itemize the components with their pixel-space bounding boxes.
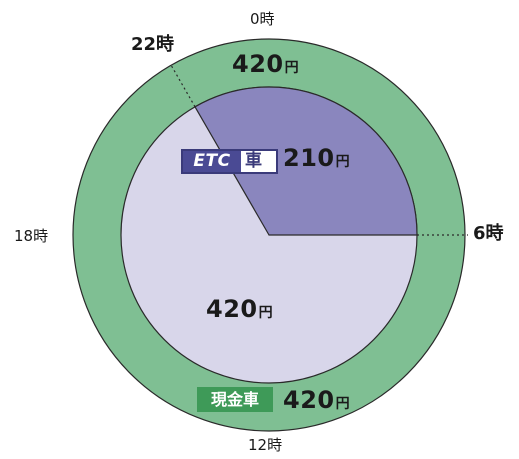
hour-22-label: 22時 — [131, 34, 175, 55]
hour-18-label: 18時 — [14, 227, 49, 245]
etc-car-badge: ETC 車 — [181, 149, 278, 174]
outer-top-price: 420円 — [232, 52, 299, 76]
hour-22-tick — [170, 64, 196, 108]
etc-price-unit: 円 — [335, 154, 350, 170]
outer-top-price-value: 420 — [232, 50, 284, 78]
etc-car-kanji: 車 — [241, 151, 266, 172]
outer-bottom-price: 420円 — [283, 388, 350, 412]
hour-0-label: 0時 — [250, 10, 275, 28]
etc-price-value: 210 — [283, 144, 335, 172]
hour-6-label: 6時 — [473, 223, 504, 244]
outer-bottom-price-value: 420 — [283, 386, 335, 414]
etc-price: 210円 — [283, 146, 350, 170]
etc-logo: ETC — [183, 151, 241, 172]
hour-12-label: 12時 — [248, 436, 283, 454]
cash-car-badge: 現金車 — [197, 387, 273, 412]
inner-normal-price-unit: 円 — [258, 305, 273, 321]
outer-bottom-price-unit: 円 — [335, 396, 350, 412]
outer-top-price-unit: 円 — [284, 60, 299, 76]
etc-discount-sector — [194, 86, 418, 236]
inner-normal-price: 420円 — [206, 297, 273, 321]
inner-normal-price-value: 420 — [206, 295, 258, 323]
